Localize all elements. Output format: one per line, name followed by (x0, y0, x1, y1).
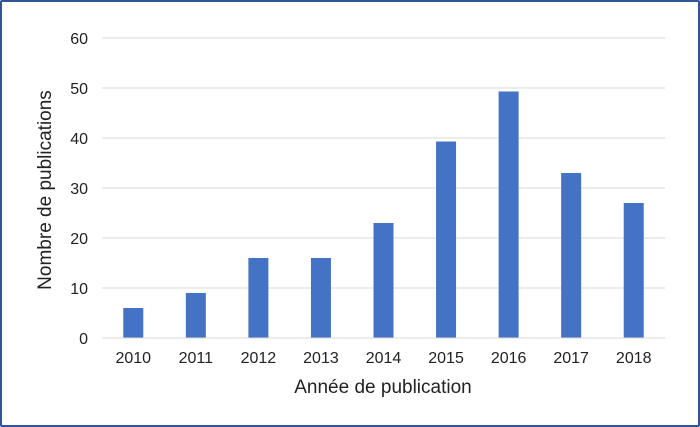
bar-2018 (623, 203, 644, 338)
bar-2017 (561, 173, 582, 338)
y-tick-label: 60 (70, 31, 88, 48)
x-tick-labels: 2010 2011 2012 2013 2014 2015 2016 2017 2018 (115, 350, 651, 367)
y-tick-label: 30 (70, 181, 88, 198)
x-tick-label: 2018 (616, 350, 652, 367)
x-tick-label: 2016 (491, 350, 527, 367)
bar-2015 (436, 141, 457, 338)
bar-2013 (310, 258, 331, 338)
y-tick-label: 50 (70, 81, 88, 98)
x-tick-label: 2011 (179, 350, 214, 367)
x-tick-label: 2014 (366, 350, 402, 367)
x-tick-label: 2017 (553, 350, 589, 367)
y-tick-label: 20 (70, 231, 88, 248)
bar-2012 (248, 258, 269, 338)
x-tick-label: 2012 (241, 350, 277, 367)
bar-2014 (373, 223, 394, 338)
bar-2016 (498, 91, 519, 338)
bar-2010 (123, 308, 144, 338)
y-tick-label: 0 (79, 331, 88, 348)
y-tick-label: 10 (70, 281, 88, 298)
x-tick-label: 2013 (303, 350, 339, 367)
y-axis-title: Nombre de publications (35, 90, 56, 290)
x-tick-label: 2015 (428, 350, 464, 367)
bar-2011 (185, 293, 206, 338)
y-tick-label: 40 (70, 131, 88, 148)
bars (123, 91, 644, 338)
y-tick-labels: 0 10 20 30 40 50 60 (70, 31, 88, 348)
x-tick-label: 2010 (115, 350, 151, 367)
x-axis-title: Année de publication (294, 377, 471, 398)
